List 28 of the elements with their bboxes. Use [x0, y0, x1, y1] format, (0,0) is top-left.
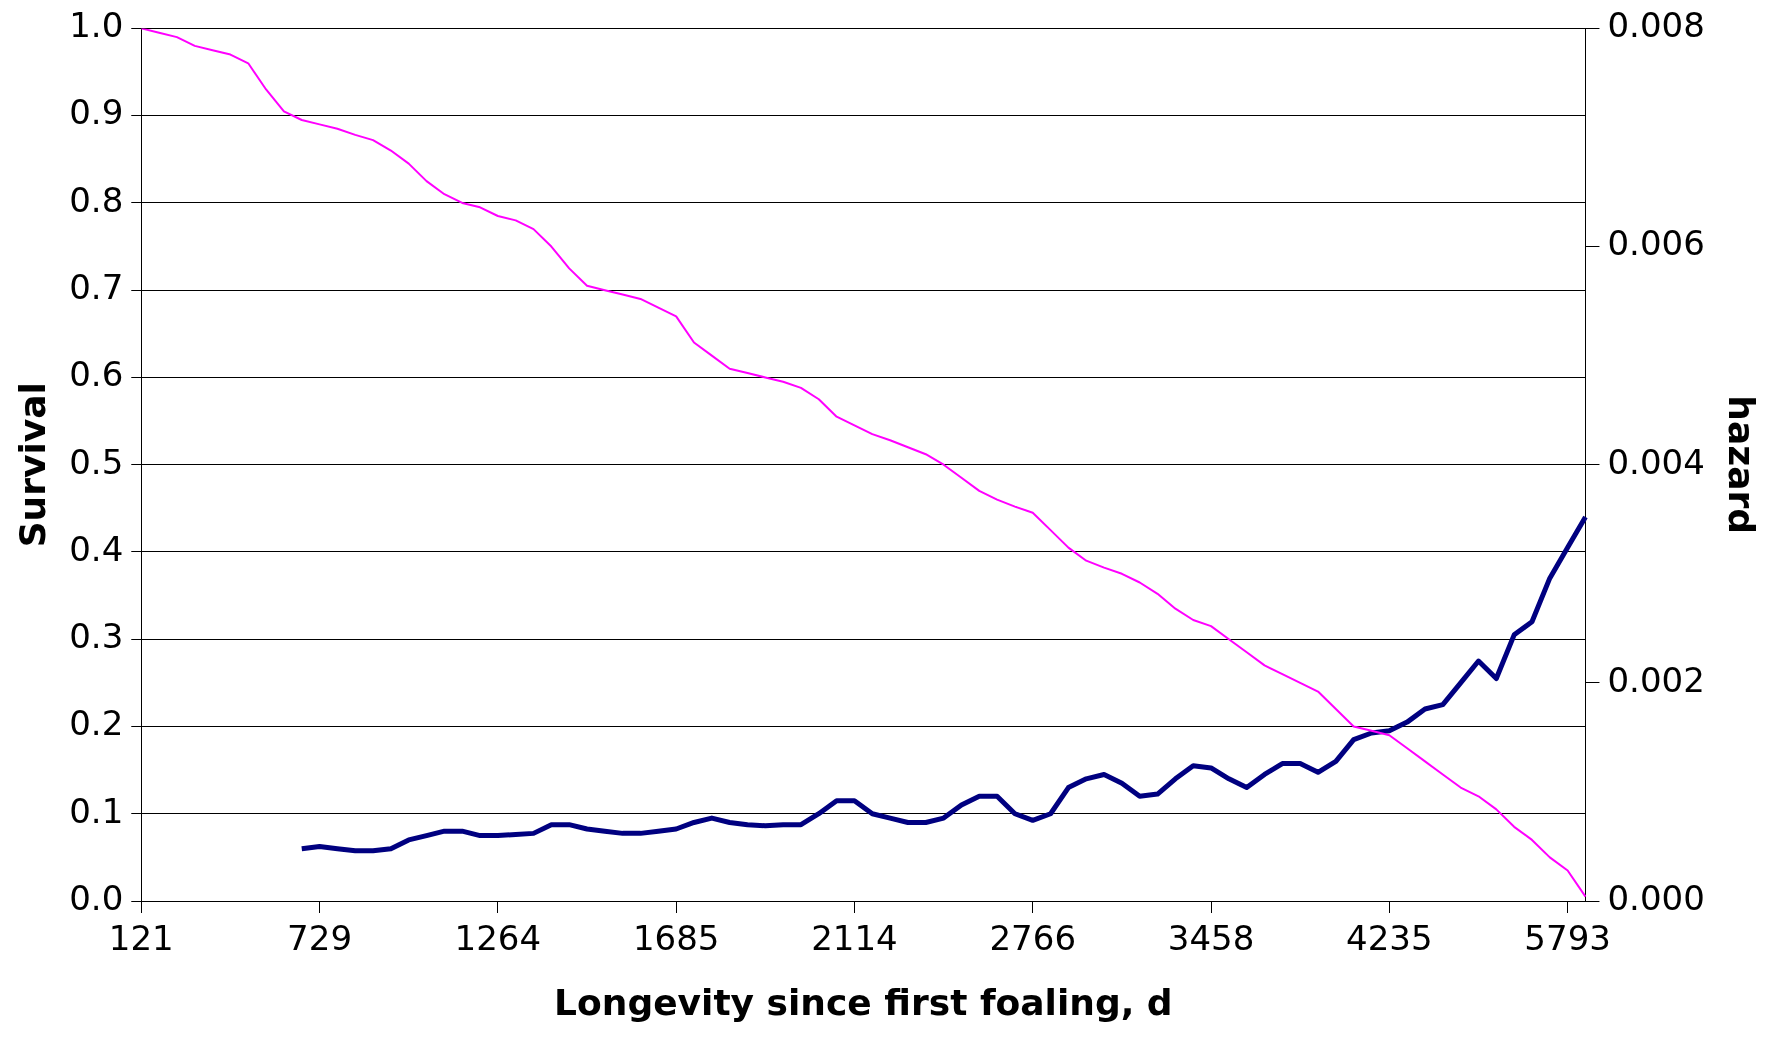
x-tick-label: 4235	[1346, 918, 1433, 959]
y-tick-label: 0.7	[69, 267, 124, 308]
y2-tick-label: 0.004	[1607, 441, 1705, 482]
y-tick-label: 0.2	[69, 703, 124, 744]
y-tick-label: 0.8	[69, 179, 124, 220]
y2-tick-label: 0.000	[1607, 877, 1705, 918]
y-tick-label: 0.4	[69, 528, 124, 569]
x-tick-label: 729	[287, 918, 353, 959]
y-tick-label: 1.0	[69, 5, 124, 46]
x-tick-label: 121	[108, 918, 174, 959]
y-tick-label: 0.9	[69, 92, 124, 133]
y2-tick-label: 0.002	[1607, 659, 1705, 700]
y-tick-label: 0.1	[69, 790, 124, 831]
y2-tick-label: 0.006	[1607, 223, 1705, 264]
x-tick-label: 2114	[811, 918, 898, 959]
y2-axis-title: hazard	[1721, 395, 1763, 535]
x-axis-title: Longevity since first foaling, d	[554, 981, 1173, 1023]
y-tick-label: 0.6	[69, 354, 124, 395]
x-tick-label: 3458	[1167, 918, 1255, 959]
y-tick-label: 0.0	[69, 877, 124, 918]
x-tick-label: 1685	[632, 918, 720, 959]
y-axis-title: Survival	[11, 382, 53, 548]
x-tick-label: 2766	[989, 918, 1077, 959]
y-tick-label: 0.3	[69, 616, 124, 657]
y-tick-label: 0.5	[69, 441, 124, 482]
y2-tick-label: 0.008	[1607, 5, 1705, 46]
x-tick-label: 1264	[454, 918, 542, 959]
x-tick-label: 5793	[1524, 918, 1611, 959]
